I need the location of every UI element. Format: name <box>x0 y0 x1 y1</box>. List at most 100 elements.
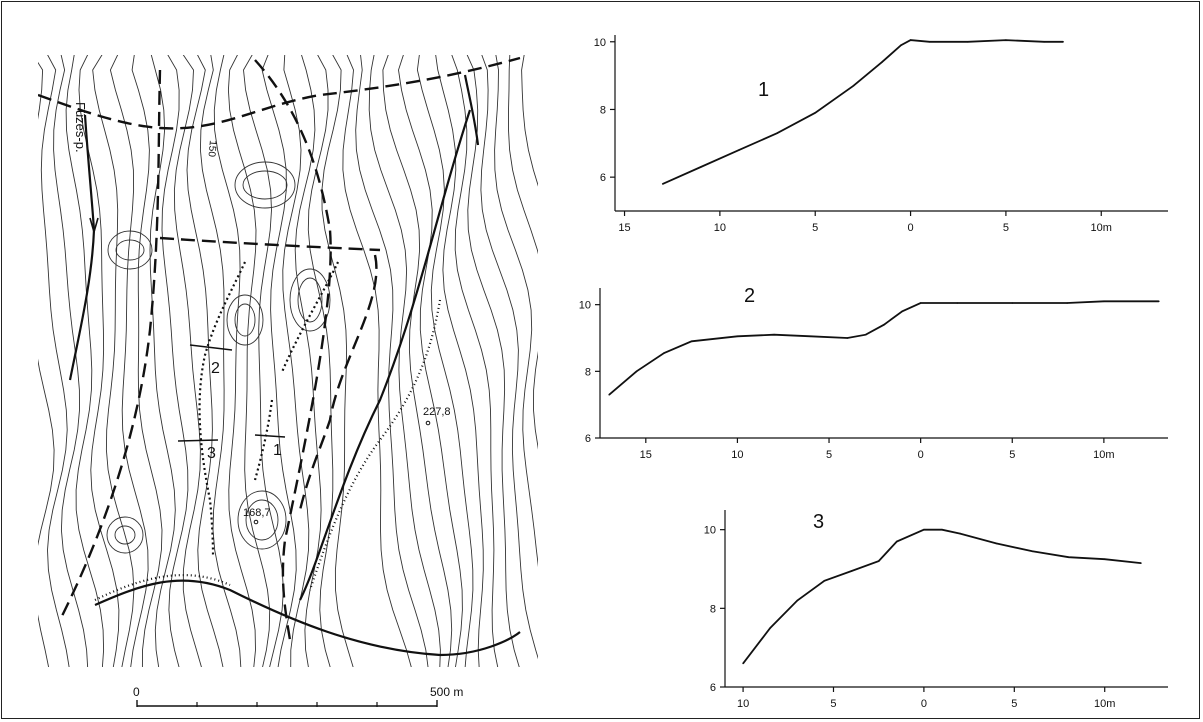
contour-line <box>186 55 224 667</box>
x-tick-label: 15 <box>640 449 652 461</box>
map-section-label-2: 2 <box>211 360 220 377</box>
y-tick-label: 8 <box>600 104 606 116</box>
contour-knoll <box>114 525 136 545</box>
contour-line <box>355 55 429 667</box>
profile-point <box>928 41 931 43</box>
contour-line <box>508 55 538 450</box>
contour-line <box>92 55 135 667</box>
contour-line <box>416 55 474 667</box>
section-line-3 <box>177 439 219 442</box>
y-tick-label: 6 <box>585 433 591 445</box>
map-section-label-3: 3 <box>207 445 216 462</box>
profile-point <box>900 44 902 46</box>
profile-point <box>773 333 775 336</box>
x-tick-label: 5 <box>826 449 832 461</box>
profile-point <box>608 393 610 396</box>
profile-point <box>663 352 665 354</box>
profile-point <box>864 333 867 336</box>
profile-point <box>769 627 771 629</box>
contour-map: Füzes-p. 150 227,8 168,7 2 3 1 <box>38 55 538 667</box>
contour-line <box>53 55 89 667</box>
profile-point <box>846 337 849 339</box>
flow-arrow-icon <box>89 217 99 235</box>
profile-point <box>1103 558 1106 560</box>
profile-point <box>901 310 904 313</box>
profile-point <box>1140 562 1142 564</box>
contour-knoll <box>234 303 256 337</box>
profile-point <box>881 61 883 63</box>
profile-line <box>662 39 1064 185</box>
contour-knoll <box>245 499 279 541</box>
profile-point <box>850 570 853 572</box>
profile-point <box>1103 300 1105 303</box>
contour-knoll <box>289 268 331 332</box>
profile-point <box>635 370 638 373</box>
profile-point <box>742 662 744 665</box>
road-dashed-center <box>254 59 332 641</box>
profile-panel-label: 3 <box>813 511 824 533</box>
contour-line <box>382 55 453 667</box>
profile-point <box>690 340 693 343</box>
profile-point <box>1031 550 1034 553</box>
contour-line <box>227 55 271 667</box>
x-tick-label: 0 <box>918 449 924 461</box>
contour-line <box>40 55 70 667</box>
profile-point <box>877 560 880 562</box>
contour-line <box>213 55 256 667</box>
contour-knoll <box>226 294 264 346</box>
contour-line <box>342 55 412 667</box>
y-tick-label: 6 <box>600 172 606 184</box>
contour-knoll <box>106 516 144 554</box>
profile-point <box>883 323 885 326</box>
y-tick-label: 10 <box>594 37 606 49</box>
dotted-ridge-east <box>308 299 442 591</box>
profile-panel-label: 2 <box>744 285 755 307</box>
y-tick-label: 8 <box>585 366 591 378</box>
scale-bar: 0 500 m <box>133 685 463 707</box>
contour-lines <box>38 55 538 667</box>
x-tick-label: 10 <box>731 449 743 461</box>
profile-point <box>941 528 943 531</box>
x-tick-label: 10m <box>1094 698 1115 710</box>
contour-line <box>161 55 189 667</box>
profile-point <box>700 166 702 168</box>
spot-height-168: 168,7 <box>243 507 271 519</box>
profile-point <box>1067 556 1070 558</box>
stream-label: Füzes-p. <box>73 102 88 153</box>
scale-bar-start: 0 <box>133 685 140 699</box>
contour-line <box>173 55 202 667</box>
contour-line <box>307 55 334 667</box>
x-tick-label: 5 <box>1009 449 1015 461</box>
x-tick-label: 0 <box>908 222 914 234</box>
profile-point <box>967 41 969 43</box>
stream-east-valley <box>299 109 472 601</box>
profile-line <box>608 300 1159 396</box>
x-tick-label: 5 <box>1011 698 1017 710</box>
stream-south <box>94 579 521 657</box>
contour-line <box>466 55 520 667</box>
contour-line <box>78 55 120 667</box>
contour-line <box>398 55 463 667</box>
contour-line <box>521 55 538 187</box>
contour-line <box>480 55 538 660</box>
profile-point <box>1062 41 1064 43</box>
contour-line <box>199 55 242 667</box>
profile-chart-1: 15 10 5 0 5 10m 6 8 10 1 <box>594 35 1168 234</box>
road-dashed-east <box>298 254 378 511</box>
profile-point <box>796 599 799 602</box>
profile-point <box>823 580 826 582</box>
road-dashed-north <box>38 56 521 130</box>
x-tick-label: 0 <box>921 698 927 710</box>
profile-point <box>923 528 925 531</box>
profile-point <box>809 335 812 338</box>
contour-line <box>321 55 354 667</box>
contour-line <box>149 55 176 667</box>
contour-line <box>294 55 322 667</box>
scarp-west <box>198 261 246 556</box>
x-tick-label: 10 <box>737 698 749 710</box>
profile-point <box>1011 302 1014 304</box>
profile-point <box>1066 302 1068 304</box>
contour-line <box>65 55 105 667</box>
scarp-east <box>280 261 339 373</box>
